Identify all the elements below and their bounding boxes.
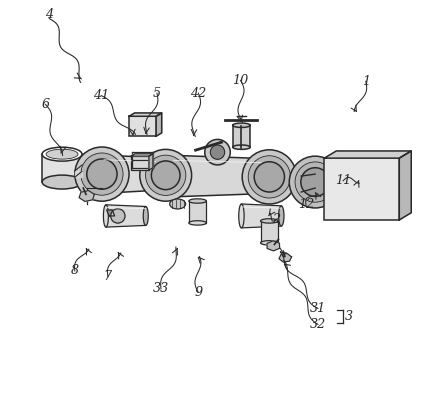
Circle shape (295, 162, 335, 202)
Circle shape (146, 155, 186, 196)
Text: 33: 33 (153, 282, 169, 295)
Ellipse shape (170, 199, 186, 209)
Circle shape (301, 168, 330, 196)
Text: 3: 3 (345, 310, 353, 323)
Polygon shape (174, 155, 261, 197)
Text: 11: 11 (335, 174, 351, 187)
Polygon shape (131, 154, 153, 156)
Ellipse shape (260, 219, 278, 223)
Text: 6: 6 (41, 98, 49, 111)
Text: 42: 42 (190, 87, 206, 100)
Polygon shape (399, 151, 411, 220)
Circle shape (205, 140, 230, 165)
Bar (260, 221, 278, 243)
Circle shape (152, 161, 180, 190)
Ellipse shape (260, 241, 278, 245)
Ellipse shape (103, 205, 109, 227)
Circle shape (289, 156, 341, 208)
Ellipse shape (189, 199, 206, 203)
Text: 7: 7 (104, 270, 112, 283)
Bar (233, 125, 250, 147)
Ellipse shape (239, 204, 244, 228)
Bar (189, 201, 206, 223)
Polygon shape (149, 154, 153, 170)
Ellipse shape (169, 155, 179, 197)
Ellipse shape (279, 206, 284, 226)
Text: 31: 31 (310, 302, 326, 315)
Bar (324, 158, 399, 220)
Circle shape (81, 153, 123, 195)
Ellipse shape (152, 158, 160, 190)
Text: 10: 10 (233, 74, 249, 87)
Polygon shape (324, 151, 411, 158)
Circle shape (248, 156, 291, 198)
Text: 1: 1 (362, 75, 370, 88)
Circle shape (242, 150, 296, 204)
Circle shape (210, 145, 225, 159)
Text: 9: 9 (194, 286, 202, 299)
Ellipse shape (143, 206, 148, 226)
Ellipse shape (100, 155, 108, 193)
Ellipse shape (233, 145, 250, 149)
Ellipse shape (42, 147, 82, 161)
Ellipse shape (189, 221, 206, 225)
Text: 8: 8 (71, 264, 79, 278)
Text: 2: 2 (272, 213, 280, 226)
Text: 41: 41 (93, 89, 109, 102)
Bar (131, 156, 149, 170)
Text: 5: 5 (153, 87, 161, 100)
Polygon shape (156, 113, 162, 136)
Ellipse shape (233, 123, 250, 128)
Bar (42, 154, 82, 182)
Text: 12: 12 (298, 198, 314, 211)
Ellipse shape (256, 158, 266, 194)
Circle shape (87, 159, 117, 189)
Polygon shape (106, 205, 146, 227)
Circle shape (140, 149, 192, 201)
Polygon shape (267, 241, 280, 251)
Circle shape (75, 147, 129, 201)
Ellipse shape (46, 149, 78, 159)
Polygon shape (279, 254, 291, 262)
Ellipse shape (42, 175, 82, 189)
Polygon shape (129, 113, 162, 116)
Circle shape (254, 162, 284, 192)
Bar (129, 116, 156, 136)
Polygon shape (107, 210, 115, 216)
Text: 32: 32 (310, 318, 326, 331)
Polygon shape (104, 155, 156, 193)
Polygon shape (241, 204, 281, 228)
Polygon shape (79, 190, 94, 202)
Circle shape (111, 209, 125, 223)
Text: 4: 4 (45, 8, 53, 21)
